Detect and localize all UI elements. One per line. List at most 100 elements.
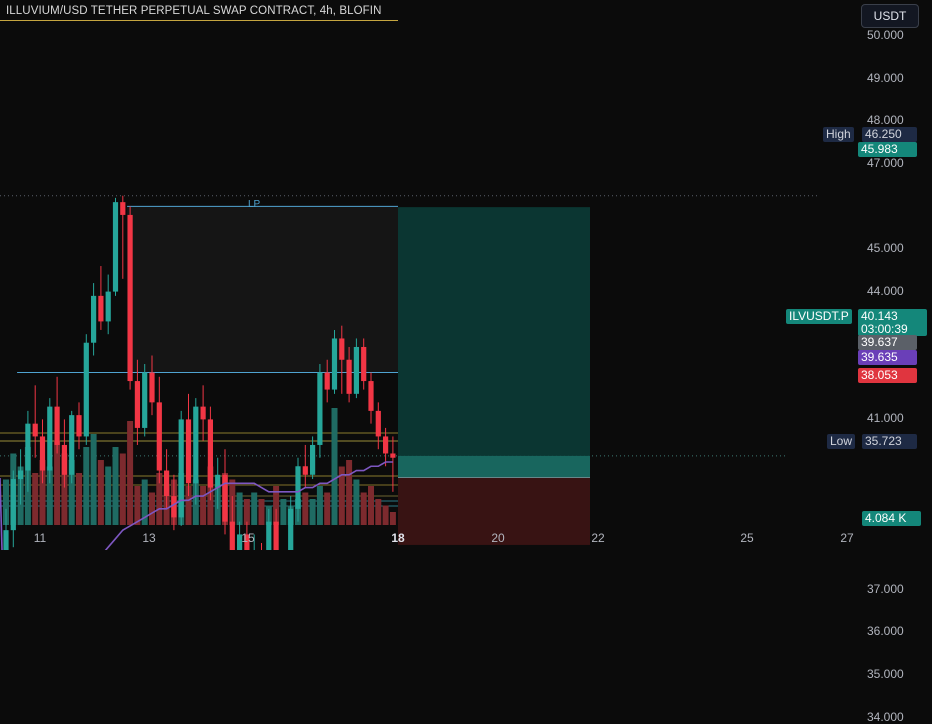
title-underline: [0, 20, 398, 21]
volume-bar-44: [324, 492, 331, 525]
volume-bar-45: [331, 408, 338, 525]
candle-body-8: [61, 444, 67, 475]
candle-body-36: [266, 521, 272, 550]
volume-bar-15: [112, 447, 119, 525]
last-price-value: 40.143: [861, 309, 898, 323]
volume-bar-34: [251, 492, 258, 525]
candle-body-30: [222, 474, 228, 522]
candle-body-24: [178, 419, 184, 518]
candle-body-47: [346, 359, 352, 394]
candle-body-37: [273, 521, 279, 550]
candle-body-14: [105, 291, 111, 322]
entry-price-tag: 39.637: [858, 335, 917, 350]
candle-body-7: [54, 406, 60, 445]
candle-body-28: [207, 419, 213, 488]
volume-bar-38: [280, 499, 287, 525]
volume-bar-14: [105, 466, 112, 525]
volume-bar-18: [134, 486, 141, 525]
candle-body-53: [390, 453, 396, 458]
candle-body-32: [237, 534, 243, 550]
price-tick-10: 36.000: [867, 624, 904, 639]
time-tick-7: 27: [840, 531, 854, 545]
candle-body-50: [368, 381, 374, 411]
candle-body-21: [156, 402, 162, 471]
volume-bar-42: [309, 499, 316, 525]
volume-value-tag: 4.084 K: [862, 511, 921, 526]
volume-bar-33: [243, 499, 250, 525]
price-chart[interactable]: [0, 0, 932, 550]
volume-bar-5: [39, 460, 46, 525]
low-label-tag: Low: [827, 434, 856, 449]
volume-bar-9: [68, 460, 75, 525]
target-price-tag: 38.053: [858, 368, 917, 383]
candle-body-15: [112, 202, 119, 292]
candle-body-4: [32, 423, 38, 437]
candle-body-29: [215, 474, 221, 488]
candle-body-20: [149, 372, 155, 403]
time-tick-6: 25: [740, 531, 754, 545]
time-tick-5: 22: [591, 531, 605, 545]
volume-bar-32: [236, 492, 243, 525]
position-loss-zone: [398, 477, 590, 545]
candle-body-52: [383, 436, 389, 454]
candle-body-2: [18, 470, 24, 480]
long-short-position-tool[interactable]: [398, 207, 590, 545]
candlesticks: [3, 195, 396, 550]
symbol-tag: ILVUSDT.P: [786, 309, 852, 324]
high-label-tag: High: [823, 127, 854, 142]
chart-title: ILLUVIUM/USD TETHER PERPETUAL SWAP CONTR…: [6, 5, 382, 17]
ma-tail: [0, 477, 3, 550]
currency-selector-button[interactable]: USDT: [861, 4, 919, 28]
candle-body-16: [120, 202, 126, 215]
volume-bar-20: [149, 492, 155, 525]
candle-body-1: [10, 479, 16, 531]
time-tick-4: 20: [491, 531, 505, 545]
time-tick-2: 15: [241, 531, 255, 545]
candle-body-5: [39, 436, 46, 471]
volume-bar-27: [200, 486, 207, 525]
candle-body-19: [142, 372, 148, 428]
candle-body-6: [47, 406, 53, 471]
volume-bar-50: [368, 486, 374, 525]
volume-bar-16: [119, 453, 126, 525]
candle-body-51: [375, 410, 381, 437]
volume-bar-17: [127, 421, 134, 525]
price-tick-4: 45.000: [867, 241, 904, 255]
candle-body-39: [288, 508, 294, 550]
ma-polyline: [104, 461, 393, 550]
volume-bar-6: [46, 466, 53, 525]
moving-average-line: [0, 461, 393, 550]
candle-body-33: [244, 534, 250, 550]
candle-body-48: [353, 346, 359, 394]
price-tick-11: 35.000: [867, 667, 904, 681]
candle-body-3: [25, 423, 31, 471]
volume-bar-8: [61, 453, 68, 525]
price-tick-8: 41.000: [867, 411, 904, 426]
price-tick-9: 37.000: [867, 581, 904, 596]
candle-body-25: [185, 419, 192, 484]
time-tick-0: 11: [33, 531, 47, 545]
lp-zone-fill: [127, 206, 398, 373]
volume-bar-4: [32, 473, 39, 525]
candle-body-23: [171, 496, 177, 518]
volume-bar-49: [360, 492, 367, 525]
low-value-tag: 35.723: [862, 434, 917, 449]
volume-bar-12: [90, 434, 97, 525]
stop-price-tag: 45.983: [858, 142, 917, 157]
candle-body-13: [98, 295, 104, 322]
volume-bar-37: [273, 486, 280, 525]
candle-body-45: [331, 338, 338, 390]
candle-body-46: [339, 338, 345, 360]
last-price-tag: 40.143 03:00:39: [858, 309, 927, 336]
candle-body-44: [324, 372, 330, 390]
candle-body-42: [310, 444, 316, 475]
candle-body-17: [127, 214, 133, 382]
candle-body-27: [200, 406, 206, 420]
volume-bar-35: [258, 499, 265, 525]
time-tick-1: 13: [142, 531, 156, 545]
position-current-fill: [398, 455, 590, 478]
candle-body-40: [295, 466, 301, 509]
volume-bar-41: [302, 492, 309, 525]
price-tick-3: 47.000: [867, 155, 904, 170]
volume-bar-7: [54, 440, 61, 525]
